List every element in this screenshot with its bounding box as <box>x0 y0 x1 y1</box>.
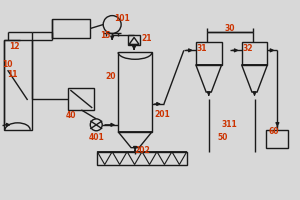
Bar <box>196 42 222 65</box>
Text: 15: 15 <box>100 31 111 40</box>
Text: 10: 10 <box>2 60 12 69</box>
Bar <box>118 52 152 132</box>
Bar <box>242 42 268 65</box>
Text: 60: 60 <box>268 127 279 136</box>
Text: 30: 30 <box>225 24 235 33</box>
Text: 201: 201 <box>154 110 170 119</box>
Text: 50: 50 <box>218 133 228 142</box>
Text: 12: 12 <box>9 42 19 51</box>
Text: 32: 32 <box>243 44 253 53</box>
Text: 401: 401 <box>88 133 104 142</box>
Text: 11: 11 <box>7 70 17 79</box>
Bar <box>266 130 288 148</box>
Bar <box>4 40 32 130</box>
Bar <box>52 19 90 38</box>
Bar <box>97 152 187 165</box>
Text: 40: 40 <box>65 111 76 120</box>
Text: 20: 20 <box>105 72 116 81</box>
Text: 311: 311 <box>222 120 237 129</box>
Text: 202: 202 <box>134 146 150 155</box>
Text: 31: 31 <box>197 44 207 53</box>
Text: 21: 21 <box>141 34 152 43</box>
Bar <box>128 35 140 45</box>
Text: 101: 101 <box>114 14 130 23</box>
Bar <box>68 88 94 110</box>
